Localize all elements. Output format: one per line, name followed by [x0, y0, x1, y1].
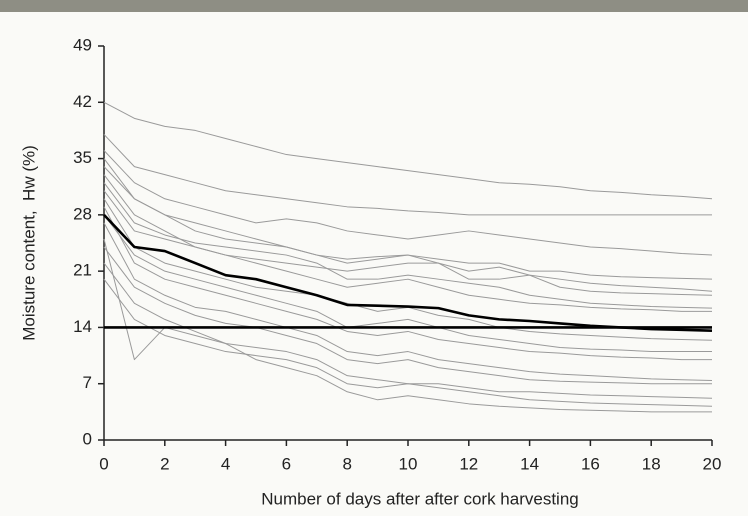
- y-tick-label: 0: [83, 429, 92, 448]
- y-tick-label: 21: [73, 261, 92, 280]
- x-tick-label: 4: [221, 454, 230, 473]
- x-tick-label: 10: [399, 454, 418, 473]
- sample-line: [103, 101, 713, 200]
- y-tick-label: 49: [73, 35, 92, 54]
- sample-line: [103, 222, 713, 381]
- sample-line: [103, 262, 712, 413]
- y-tick-label: 14: [73, 317, 92, 336]
- x-tick-label: 20: [703, 454, 722, 473]
- y-tick-label: 35: [73, 148, 92, 167]
- sample-line: [103, 182, 713, 309]
- x-tick-label: 14: [520, 454, 539, 473]
- x-tick-label: 16: [581, 454, 600, 473]
- x-tick-label: 2: [160, 454, 169, 473]
- sample-line: [103, 214, 712, 353]
- highlight-line: [103, 213, 713, 332]
- sample-line: [103, 206, 712, 361]
- sample-line: [103, 278, 713, 407]
- sample-line: [103, 166, 713, 292]
- sample-line: [103, 150, 713, 256]
- x-tick-label: 8: [342, 454, 351, 473]
- sample-line: [103, 134, 712, 216]
- sample-line: [103, 158, 713, 280]
- x-tick-label: 0: [99, 454, 108, 473]
- top-strip: [0, 0, 748, 12]
- sample-line: [103, 190, 713, 296]
- x-axis-label: Number of days after after cork harvesti…: [261, 489, 578, 508]
- y-axis-label: Moisture content, Hw (%): [19, 145, 38, 341]
- x-tick-label: 6: [282, 454, 291, 473]
- x-tick-label: 12: [459, 454, 478, 473]
- sample-line: [103, 246, 712, 385]
- y-tick-label: 42: [73, 92, 92, 111]
- y-tick-label: 28: [73, 204, 92, 223]
- y-tick-label: 7: [83, 373, 92, 392]
- x-tick-label: 18: [642, 454, 661, 473]
